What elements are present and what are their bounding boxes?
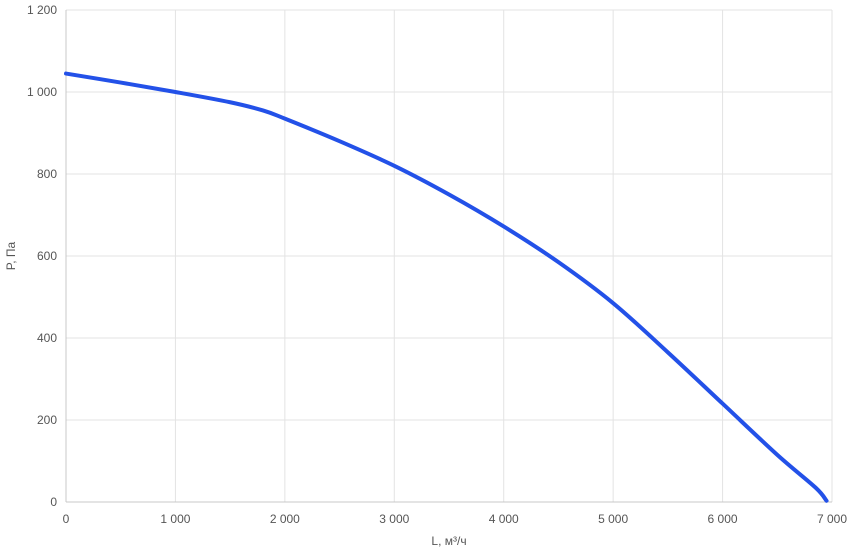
y-axis-ticks: 0 200 400 600 800 1 000 1 200 [27, 3, 57, 509]
x-tick-label: 5 000 [598, 512, 628, 526]
x-tick-label: 0 [63, 512, 70, 526]
y-tick-label: 1 200 [27, 3, 57, 17]
y-tick-label: 800 [37, 167, 57, 181]
y-tick-label: 0 [50, 495, 57, 509]
y-tick-label: 400 [37, 331, 57, 345]
x-axis-ticks: 0 1 000 2 000 3 000 4 000 5 000 6 000 7 000 [63, 512, 848, 526]
series [64, 71, 829, 503]
y-tick-label: 600 [37, 249, 57, 263]
series-line [64, 71, 829, 503]
y-axis-title: P, Па [4, 241, 18, 270]
grid [66, 9, 833, 502]
x-tick-label: 1 000 [160, 512, 190, 526]
x-tick-label: 6 000 [708, 512, 738, 526]
x-tick-label: 2 000 [270, 512, 300, 526]
axes [65, 10, 832, 503]
x-tick-label: 3 000 [379, 512, 409, 526]
x-tick-label: 4 000 [489, 512, 519, 526]
x-axis-title: L, м³/ч [431, 534, 466, 548]
y-tick-label: 200 [37, 413, 57, 427]
y-tick-label: 1 000 [27, 85, 57, 99]
x-tick-label: 7 000 [817, 512, 847, 526]
